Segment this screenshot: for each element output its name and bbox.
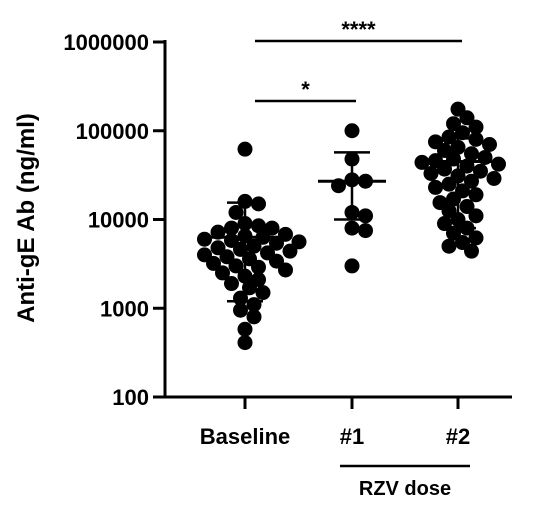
data-point: [344, 123, 360, 139]
data-point: [215, 265, 230, 281]
data-point: [251, 259, 266, 275]
data-point: [206, 255, 221, 271]
significance-label: *: [301, 77, 310, 102]
data-point: [414, 154, 430, 170]
y-tick-label: 1000: [100, 296, 149, 321]
data-point: [441, 238, 457, 254]
y-tick-label: 100: [112, 385, 149, 410]
data-point: [269, 235, 284, 251]
data-point: [278, 262, 293, 278]
significance-label: ****: [341, 17, 376, 42]
axes: 100 1000 10000 100000 1000000 Baseline #1 #2 RZV…: [63, 30, 512, 500]
x-tick-label: #1: [340, 424, 364, 449]
data-point: [446, 225, 461, 241]
data-point: [344, 258, 360, 274]
data-point: [282, 243, 298, 259]
data-point: [251, 218, 266, 234]
data-point: [437, 161, 452, 177]
data-point: [482, 136, 497, 152]
data-point: [423, 165, 439, 181]
data-point: [224, 220, 239, 236]
data-point: [358, 208, 373, 224]
y-tick-label: 1000000: [63, 30, 149, 55]
data-point: [464, 173, 479, 189]
data-point: [473, 163, 488, 179]
y-tick-label: 10000: [88, 208, 149, 233]
data-point: [441, 129, 457, 145]
data-point: [237, 335, 253, 351]
data-point: [358, 223, 373, 239]
data-point: [464, 243, 479, 259]
data-point: [228, 204, 244, 220]
data-point: [233, 302, 248, 318]
data-point: [224, 276, 239, 292]
data-point: [255, 285, 271, 301]
data-point: [468, 208, 484, 224]
data-point: [237, 141, 253, 157]
data-point: [441, 176, 457, 192]
data-point: [464, 146, 479, 162]
data-point: [251, 196, 266, 212]
x-tick-label: Baseline: [200, 424, 291, 449]
data-point: [219, 249, 235, 265]
data-point: [459, 199, 475, 215]
y-tick-label: 100000: [76, 119, 149, 144]
data-point: [246, 238, 262, 254]
data-point: [428, 179, 443, 195]
data-point: [246, 309, 262, 325]
data-point: [344, 220, 360, 236]
data-point: [491, 156, 506, 172]
data-point: [264, 220, 280, 236]
data-point: [291, 234, 307, 250]
data-point: [486, 170, 502, 186]
data-point: [468, 230, 484, 246]
x-tick-label: #2: [446, 424, 470, 449]
annotations: *****: [255, 17, 462, 103]
data-marks: [197, 101, 506, 351]
data-point: [468, 119, 484, 135]
y-axis-title: Anti-gE Ab (ng/ml): [13, 113, 40, 323]
group-label: RZV dose: [359, 478, 451, 500]
data-point: [455, 125, 470, 141]
data-point: [237, 321, 253, 337]
data-point: [197, 231, 212, 247]
data-point: [459, 110, 475, 126]
data-point: [468, 187, 484, 203]
data-point: [228, 258, 244, 274]
